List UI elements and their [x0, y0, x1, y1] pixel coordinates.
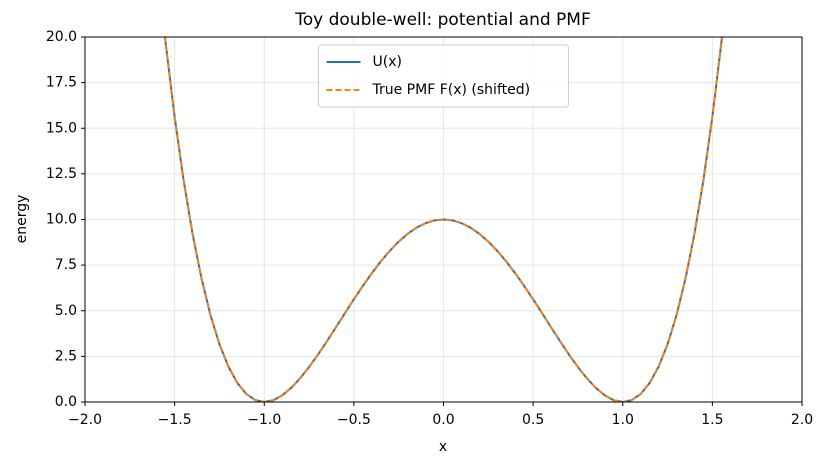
x-tick-label: −1.0: [247, 412, 281, 428]
x-tick-label: −0.5: [337, 412, 371, 428]
legend: U(x) True PMF F(x) (shifted): [318, 44, 569, 108]
y-tick-label: 20.0: [46, 29, 77, 45]
chart-title: Toy double-well: potential and PMF: [294, 10, 590, 30]
x-tick-label: 2.0: [791, 412, 813, 428]
x-axis-label: x: [439, 439, 447, 455]
x-tick-label: −1.5: [158, 412, 192, 428]
series-line: [163, 37, 724, 402]
x-tick-label: 1.0: [612, 412, 634, 428]
y-tick-label: 12.5: [46, 166, 77, 182]
y-tick-label: 15.0: [46, 120, 77, 136]
plot-lines: [163, 37, 724, 402]
legend-label: True PMF F(x) (shifted): [372, 82, 531, 98]
y-tick-label: 10.0: [46, 212, 77, 228]
x-tick-label: 0.5: [522, 412, 544, 428]
y-axis-label: energy: [14, 195, 30, 244]
y-tick-label: 7.5: [55, 257, 77, 273]
y-tick-label: 5.0: [55, 303, 77, 319]
legend-label: U(x): [373, 54, 402, 70]
axes: −2.0 −1.5 −1.0 −0.5 0.0 0.5 1.0 1.5 2.0 0.0 2.5 5.0…: [46, 29, 813, 428]
x-tick-label: 1.5: [701, 412, 723, 428]
x-tick-label: 0.0: [432, 412, 454, 428]
y-tick-label: 0.0: [55, 394, 77, 410]
y-tick-label: 17.5: [46, 75, 77, 91]
y-tick-label: 2.5: [55, 348, 77, 364]
legend-box: [318, 44, 569, 108]
x-tick-label: −2.0: [68, 412, 102, 428]
